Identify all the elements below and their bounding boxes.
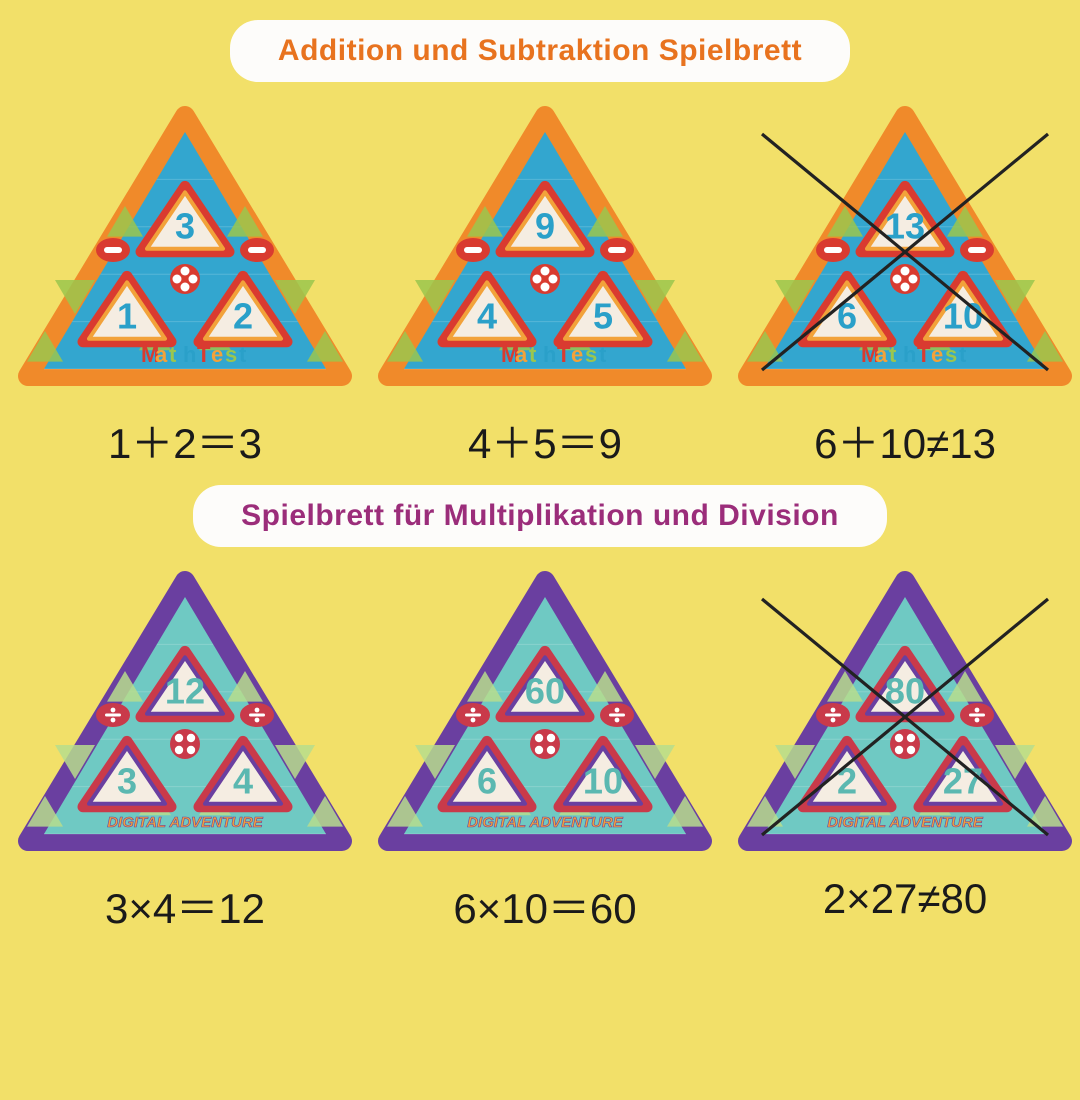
svg-text:s: s — [225, 342, 237, 367]
equation-text: 3×4＝12 — [105, 875, 265, 936]
svg-text:e: e — [211, 342, 223, 367]
svg-text:4: 4 — [477, 296, 497, 337]
triangle-board: 60 6 10 DIGITAL ADVENTURE — [370, 559, 720, 869]
svg-text:3: 3 — [175, 206, 195, 247]
svg-text:T: T — [197, 342, 211, 367]
triangle-board: 312MathTest — [10, 94, 360, 404]
triangle-board: 80227DIGITAL ADVENTURE — [730, 559, 1080, 869]
row-multiplication: 12 3 4 DIGITAL ADVENTURE 3×4＝12 60 6 10 DIGITAL … — [10, 559, 1070, 936]
board-cell-0-0: 312MathTest1＋2＝3 — [10, 94, 360, 471]
svg-text:10: 10 — [583, 761, 623, 802]
board-cell-0-1: 945MathTest4＋5＝9 — [370, 94, 720, 471]
board-cell-1-2: 80227DIGITAL ADVENTURE 2×27≠80 — [730, 559, 1080, 936]
svg-text:e: e — [571, 342, 583, 367]
svg-text:e: e — [931, 342, 943, 367]
svg-text:s: s — [945, 342, 957, 367]
svg-text:a: a — [515, 342, 528, 367]
equation-text: 2×27≠80 — [823, 875, 987, 923]
svg-text:T: T — [917, 342, 931, 367]
row-addition: 312MathTest1＋2＝3945MathTest4＋5＝913610Mat… — [10, 94, 1070, 471]
triangle-board: 12 3 4 DIGITAL ADVENTURE — [10, 559, 360, 869]
svg-text:4: 4 — [233, 761, 253, 802]
svg-text:9: 9 — [535, 206, 555, 247]
svg-text:2: 2 — [233, 296, 253, 337]
triangle-board: 13610MathTest — [730, 94, 1080, 404]
svg-text:h: h — [903, 342, 916, 367]
svg-text:DIGITAL ADVENTURE: DIGITAL ADVENTURE — [827, 814, 984, 831]
svg-text:s: s — [585, 342, 597, 367]
board-cell-1-0: 12 3 4 DIGITAL ADVENTURE 3×4＝12 — [10, 559, 360, 936]
board-cell-0-2: 13610MathTest6＋10≠13 — [730, 94, 1080, 471]
svg-text:t: t — [599, 342, 607, 367]
svg-text:60: 60 — [525, 671, 565, 712]
title-multiplication-division: Spielbrett für Multiplikation und Divisi… — [193, 485, 887, 547]
equation-text: 6＋10≠13 — [814, 410, 996, 471]
svg-text:t: t — [239, 342, 247, 367]
triangle-board: 945MathTest — [370, 94, 720, 404]
svg-text:3: 3 — [117, 761, 137, 802]
svg-text:5: 5 — [593, 296, 613, 337]
svg-text:h: h — [183, 342, 196, 367]
svg-text:h: h — [543, 342, 556, 367]
equation-text: 6×10＝60 — [453, 875, 636, 936]
svg-text:12: 12 — [165, 671, 205, 712]
svg-text:DIGITAL ADVENTURE: DIGITAL ADVENTURE — [467, 814, 624, 831]
title-addition-subtraction: Addition und Subtraktion Spielbrett — [230, 20, 850, 82]
svg-text:1: 1 — [117, 296, 137, 337]
svg-text:6: 6 — [477, 761, 497, 802]
svg-text:t: t — [959, 342, 967, 367]
svg-text:t: t — [169, 342, 177, 367]
svg-text:a: a — [155, 342, 168, 367]
svg-text:DIGITAL ADVENTURE: DIGITAL ADVENTURE — [107, 814, 264, 831]
equation-text: 1＋2＝3 — [108, 410, 262, 471]
svg-text:T: T — [557, 342, 571, 367]
svg-text:t: t — [889, 342, 897, 367]
svg-text:a: a — [875, 342, 888, 367]
equation-text: 4＋5＝9 — [468, 410, 622, 471]
board-cell-1-1: 60 6 10 DIGITAL ADVENTURE 6×10＝60 — [370, 559, 720, 936]
svg-text:t: t — [529, 342, 537, 367]
